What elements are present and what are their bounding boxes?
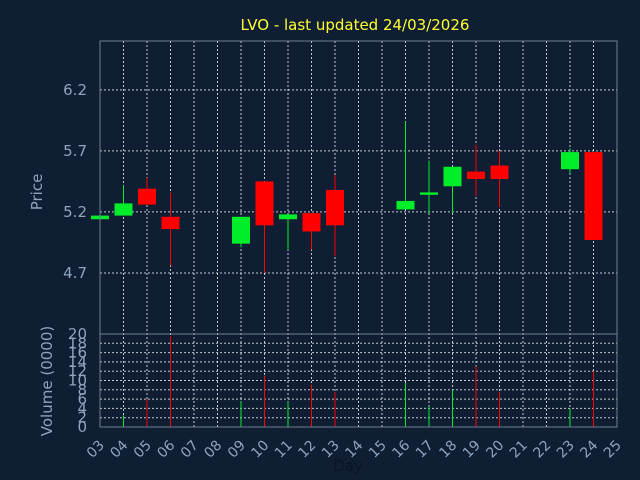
x-tick-label: 04: [107, 437, 131, 461]
x-tick-label: 19: [460, 438, 484, 462]
candle-body: [467, 171, 485, 179]
x-tick-label: 21: [507, 438, 531, 462]
x-tick-label: 23: [554, 438, 578, 462]
volume-tick-label: 10: [68, 372, 87, 390]
x-tick-label: 16: [389, 437, 413, 461]
x-tick-label: 20: [483, 438, 507, 462]
candle-body: [561, 152, 579, 170]
candle-body: [420, 192, 438, 195]
volume-tick-label: 14: [68, 353, 87, 371]
candle-body: [138, 188, 156, 205]
gridlines: [99, 41, 618, 428]
volume-tick-label: 20: [68, 325, 87, 343]
volume-tick-label: 0: [77, 418, 87, 436]
candle-body: [114, 203, 133, 216]
volume-bars: [99, 336, 594, 427]
x-tick-label: 03: [84, 438, 108, 462]
x-tick-label: 09: [225, 438, 249, 462]
candle-body: [584, 152, 603, 240]
plot-frames: [99, 40, 618, 428]
candle-body: [302, 213, 321, 232]
x-tick-label: 24: [577, 437, 601, 461]
candle-body: [279, 214, 297, 220]
volume-tick-label: 4: [77, 399, 87, 417]
x-tick-label: 05: [131, 438, 155, 462]
volume-tick-label: 6: [77, 390, 87, 408]
x-tick-label: 17: [413, 438, 437, 462]
x-tick-label: 25: [601, 438, 625, 462]
x-tick-label: 10: [248, 438, 272, 462]
price-tick-label: 5.2: [63, 203, 87, 221]
candle-body: [255, 181, 274, 226]
volume-tick-label: 2: [77, 409, 87, 427]
volume-panel-frame: [99, 333, 618, 428]
volume-tick-label: 16: [68, 344, 87, 362]
volume-axis-label: Volume (0000): [38, 326, 56, 436]
price-tick-label: 6.2: [63, 81, 87, 99]
x-tick-label: 15: [366, 438, 390, 462]
x-tick-label: 22: [530, 438, 554, 462]
volume-tick-label: 12: [68, 362, 87, 380]
candle-body: [396, 200, 415, 210]
x-tick-label: 08: [201, 438, 225, 462]
x-tick-label: 06: [154, 437, 178, 461]
price-tick-label: 5.7: [63, 142, 87, 160]
x-tick-label: 07: [178, 438, 202, 462]
candles: [91, 121, 603, 273]
volume-tick-label: 8: [77, 381, 87, 399]
x-axis-label: Day: [333, 457, 363, 475]
volume-tick-label: 18: [68, 334, 87, 352]
candle-body: [490, 165, 509, 179]
x-tick-labels: 03 04 05 06 07 08 09 10 11 12 13 14 15 16 17 18 19 20 21 22…: [84, 437, 625, 461]
price-tick-label: 4.7: [63, 264, 87, 282]
x-tick-label: 12: [295, 438, 319, 462]
candle-body: [443, 166, 462, 187]
candle-body: [326, 189, 344, 226]
x-tick-label: 18: [436, 438, 460, 462]
x-tick-label: 11: [272, 438, 296, 462]
candle-body: [161, 216, 180, 230]
chart-title: LVO - last updated 24/03/2026: [241, 16, 470, 34]
price-axis-label: Price: [28, 174, 46, 211]
candle-body: [232, 216, 250, 244]
